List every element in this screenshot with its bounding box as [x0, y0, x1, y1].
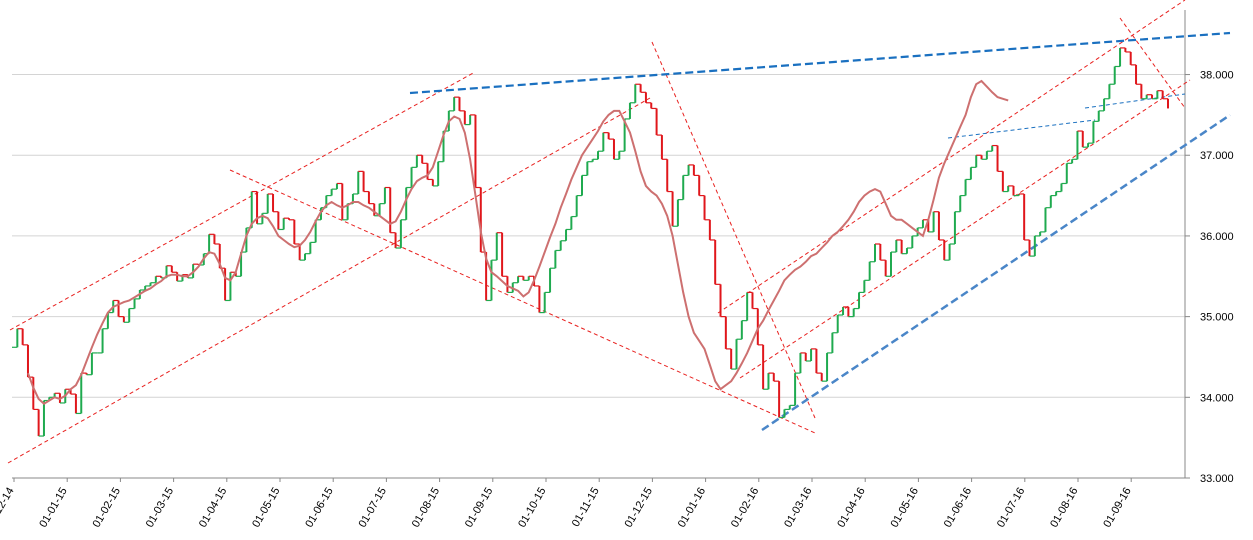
x-tick-label: 01-02-15: [91, 486, 123, 530]
y-tick-label: 35.000: [1200, 312, 1234, 324]
x-tick-label: 01-11-15: [570, 486, 602, 529]
y-tick-label: 38.000: [1200, 70, 1234, 82]
x-tick-label: 01-09-16: [1101, 486, 1133, 530]
trend-line-4: [717, 0, 1186, 314]
trend-line-7: [409, 31, 1231, 95]
trend-line-10: [1084, 93, 1186, 109]
trend-line-2: [229, 169, 816, 434]
y-axis-ticks: 33.000 34.000 35.000 36.000 37.000 38.000: [1200, 70, 1234, 485]
moving-average-line: [27, 79, 1009, 406]
y-tick-label: 33.000: [1200, 473, 1234, 485]
y-tick-label: 37.000: [1200, 150, 1234, 162]
x-tick-label: 01-06-16: [942, 486, 974, 530]
x-tick-label: 01-09-15: [463, 486, 495, 530]
x-tick-label: 01-07-15: [357, 486, 389, 530]
x-tick-label: 01-02-16: [729, 486, 761, 530]
x-tick-label: 01-04-16: [835, 486, 867, 530]
x-tick-label: 01-03-15: [144, 486, 176, 530]
trend-line-3: [651, 41, 816, 419]
x-tick-label: 01-05-15: [250, 486, 282, 530]
trend-line-6: [1119, 17, 1186, 109]
x-tick-label: 01-07-16: [995, 486, 1027, 530]
x-tick-label: 01-05-16: [889, 486, 921, 530]
x-tick-label: 01-08-16: [1048, 486, 1080, 530]
gridlines: [12, 10, 1190, 482]
y-tick-label: 34.000: [1200, 392, 1234, 404]
x-tick-label: 01-08-15: [410, 486, 442, 530]
x-tick-label: 01-12-15: [623, 486, 655, 530]
x-tick-label: 01-03-16: [782, 486, 814, 530]
x-axis-ticks: 12-14 01-01-15 01-02-15 01-03-15 01-04-15 01-…: [0, 486, 1134, 530]
trend-line-8: [761, 113, 1231, 432]
candles: [12, 47, 1169, 437]
x-tick-label: 01-06-15: [303, 486, 335, 530]
x-tick-label: 12-14: [0, 486, 17, 516]
x-tick-label: 01-10-15: [516, 486, 548, 530]
trend-line-9: [947, 119, 1096, 139]
channel-lines: [7, 0, 1231, 464]
x-tick-label: 01-01-15: [37, 486, 69, 530]
trend-line-5: [739, 79, 1191, 379]
x-tick-label: 01-01-16: [676, 486, 708, 530]
trend-line-0: [9, 71, 476, 331]
x-tick-label: 01-04-15: [197, 486, 229, 530]
y-tick-label: 36.000: [1200, 231, 1234, 243]
